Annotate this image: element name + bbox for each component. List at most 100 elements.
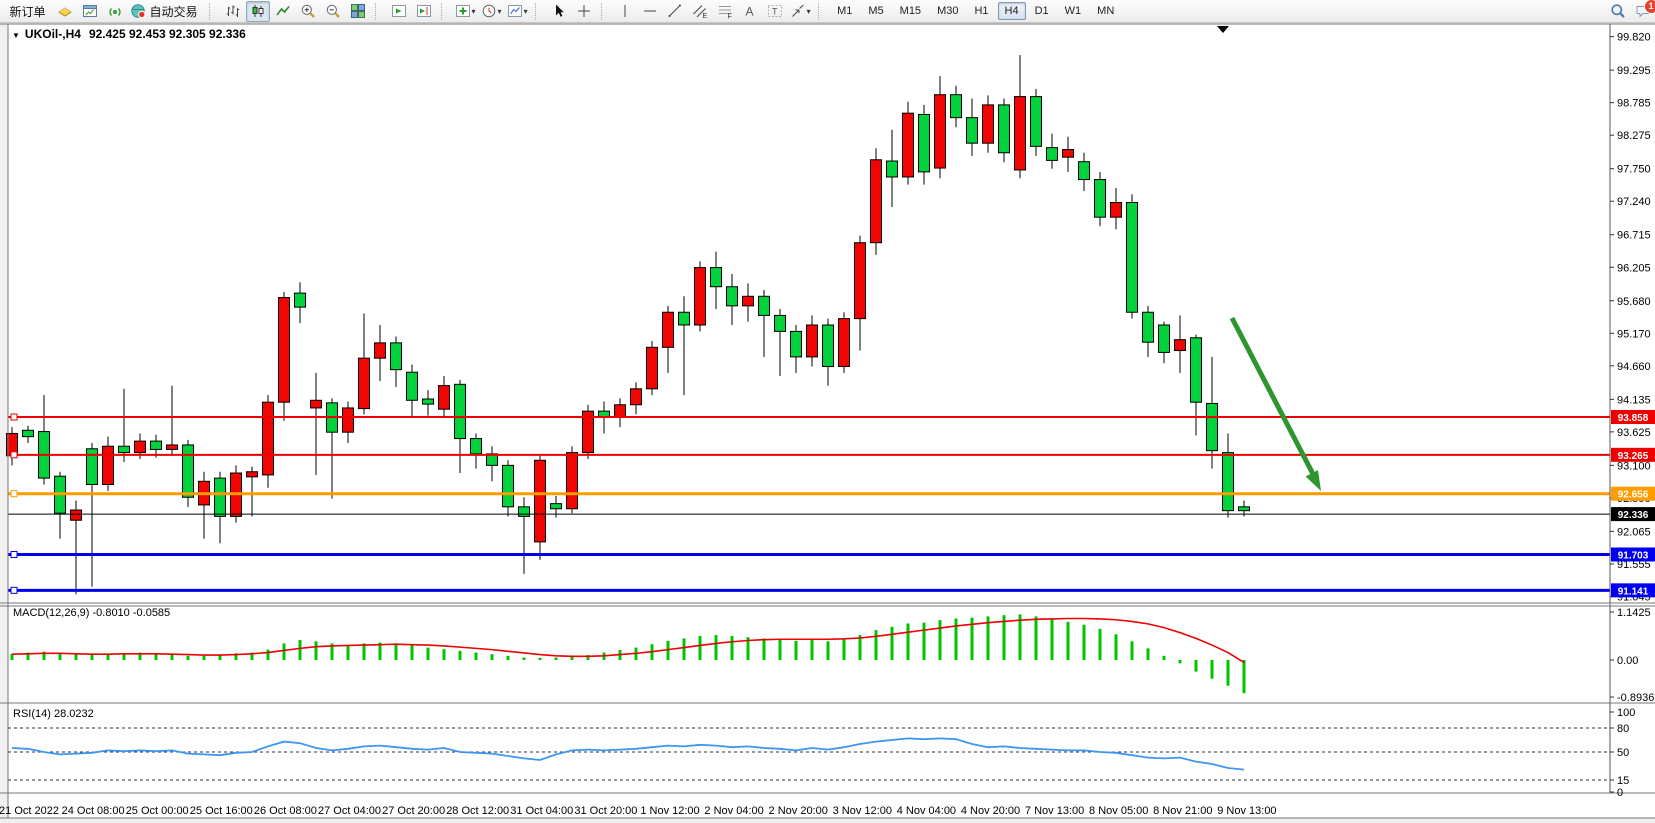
chart-window-icon[interactable]	[78, 1, 102, 22]
zoom-in-icon[interactable]	[296, 1, 320, 22]
bearish-candle	[1030, 96, 1042, 147]
line-anchor-handle[interactable]	[10, 451, 18, 459]
bearish-candle	[1190, 337, 1202, 403]
line-anchor-handle[interactable]	[10, 550, 18, 558]
rsi-tick-label: 0	[1617, 787, 1623, 799]
toolbar-separator	[209, 2, 216, 20]
bearish-candle	[774, 314, 786, 332]
price-axis[interactable]: 99.820 99.295 98.785 98.275 97.750 97.240 96.7…	[1609, 24, 1655, 793]
order-ticket-icon[interactable]	[53, 1, 77, 22]
search-icon[interactable]	[1606, 1, 1630, 22]
horizontal-line-tool-icon[interactable]	[638, 1, 662, 22]
price-tick-label: 94.135	[1617, 394, 1651, 406]
arrow-shaft[interactable]	[1229, 316, 1316, 476]
templates-icon[interactable]: ▾	[505, 1, 530, 22]
new-order-button[interactable]: 新订单	[4, 1, 52, 22]
cursor-tool-icon[interactable]	[547, 1, 571, 22]
trendline-tool-icon[interactable]	[663, 1, 687, 22]
timeframe-button-h4[interactable]: H4	[997, 2, 1026, 20]
timeframe-button-m30[interactable]: M30	[937, 5, 959, 17]
dropdown-caret-icon[interactable]: ▾	[523, 6, 528, 16]
indicators-icon[interactable]: ▾	[453, 1, 478, 22]
bullish-candle	[870, 159, 882, 244]
zoom-out-icon	[325, 3, 341, 19]
line-anchor-handle[interactable]	[10, 413, 18, 421]
crosshair-tool-icon[interactable]	[572, 1, 596, 22]
tile-windows-icon[interactable]	[346, 1, 370, 22]
bullish-candle	[102, 445, 114, 486]
timeframe-button-mn[interactable]: MN	[1097, 5, 1115, 17]
chart-window-icon	[82, 3, 98, 19]
bearish-candle	[1046, 147, 1058, 161]
price-tick-label: 94.660	[1617, 361, 1651, 373]
time-tick-label: 31 Oct 04:00	[510, 805, 573, 817]
line-chart-mode-icon[interactable]	[271, 1, 295, 22]
search-icon	[1610, 3, 1626, 19]
price-line-label-box	[1611, 410, 1655, 424]
candlestick-mode-icon[interactable]	[245, 0, 270, 22]
timeframe-button-h1[interactable]: H1	[974, 5, 989, 17]
chart-background	[8, 24, 1655, 818]
bearish-candle	[998, 104, 1010, 154]
chat-button[interactable]: 1	[1631, 0, 1655, 22]
autotrading	[130, 3, 146, 19]
timeframe-button-w1[interactable]: W1	[1064, 5, 1082, 17]
line-chart-mode-icon	[275, 3, 291, 19]
price-line-label-box	[1611, 547, 1655, 562]
trend-arrow-annotation[interactable]	[1229, 316, 1321, 491]
periods-icon[interactable]: ▾	[479, 1, 504, 22]
candlestick-mode-icon	[250, 3, 266, 19]
dropdown-caret-icon[interactable]: ▾	[497, 6, 502, 16]
signal-broadcast-icon[interactable]	[103, 1, 127, 22]
label-tool-icon[interactable]: T	[763, 1, 787, 22]
time-tick-label: 8 Nov 05:00	[1089, 805, 1148, 817]
timeframe-button-m15[interactable]: M15	[899, 5, 922, 17]
timeframe-button-m1[interactable]: M1	[837, 5, 853, 17]
bullish-candle	[582, 410, 594, 454]
price-line-label-box	[1611, 447, 1655, 462]
auto-scroll-icon[interactable]	[387, 1, 411, 22]
line-anchor-handle[interactable]	[10, 586, 18, 594]
text-tool-icon: A	[742, 3, 758, 19]
label-tool-icon: T	[767, 3, 783, 19]
bearish-candle	[454, 383, 466, 440]
bullish-candle	[374, 342, 386, 359]
fibonacci-tool-icon[interactable]: F	[713, 1, 737, 22]
dropdown-caret-icon[interactable]: ▾	[471, 6, 476, 16]
arrow-head[interactable]	[1305, 470, 1321, 491]
time-tick-label: 25 Oct 00:00	[126, 805, 189, 817]
price-line-label-box	[1611, 507, 1655, 522]
bearish-candle	[390, 342, 402, 371]
price-tick-label: 92.065	[1617, 526, 1651, 538]
time-axis[interactable]: 21 Oct 2022 24 Oct 08:00 25 Oct 00:00 25 Oc…	[0, 805, 1277, 817]
bar-chart-mode-icon[interactable]	[221, 1, 245, 22]
bearish-candle	[790, 330, 802, 358]
arrows-tool-icon[interactable]: ▾	[788, 1, 813, 22]
chart-shift-icon[interactable]	[412, 1, 436, 22]
price-tick-label: 97.750	[1617, 164, 1651, 176]
bearish-candle	[726, 286, 738, 307]
zoom-out-icon[interactable]	[321, 1, 345, 22]
text-tool-icon[interactable]: A	[738, 1, 762, 22]
bullish-candle	[166, 444, 178, 450]
line-anchor-handle[interactable]	[10, 490, 18, 498]
macd-tick-label: 0.00	[1617, 655, 1638, 667]
timeframe-button-m5[interactable]: M5	[868, 5, 884, 17]
price-tick-label: 98.275	[1617, 130, 1651, 142]
macd-signal-line	[11, 617, 1245, 664]
chart-shift-marker-icon[interactable]	[1217, 26, 1229, 33]
channel-tool-icon[interactable]: E	[688, 1, 712, 22]
dropdown-caret-icon[interactable]: ▾	[806, 6, 811, 16]
vertical-line-tool-icon[interactable]	[613, 1, 637, 22]
price-tick-label: 97.240	[1617, 196, 1651, 208]
bearish-candle	[950, 94, 962, 119]
timeframe-button-d1[interactable]: D1	[1034, 5, 1049, 17]
time-tick-label: 24 Oct 08:00	[62, 805, 125, 817]
autotrading-button[interactable]: 自动交易	[128, 1, 204, 22]
rsi-tick-label: 80	[1617, 723, 1629, 735]
bullish-candle	[646, 346, 658, 390]
time-tick-label: 4 Nov 20:00	[961, 805, 1020, 817]
rsi-panel: 100 80 50 150	[8, 707, 1635, 799]
arrows-tool-icon	[790, 3, 806, 19]
price-line-label: 92.656	[1618, 490, 1649, 501]
